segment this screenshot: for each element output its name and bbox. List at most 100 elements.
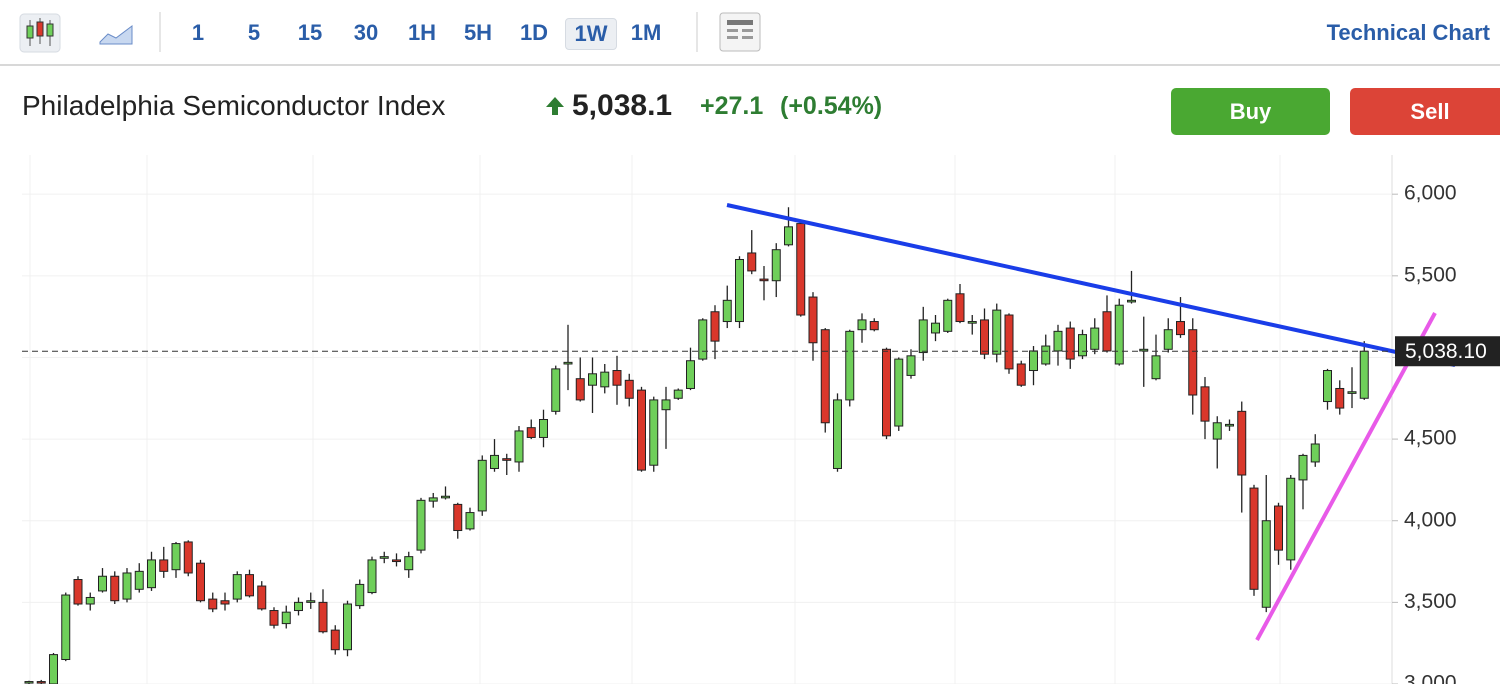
- candle-body: [588, 373, 597, 386]
- interval-button[interactable]: 5H: [463, 20, 493, 45]
- candle-body: [306, 600, 316, 603]
- candle-body: [110, 575, 120, 602]
- candle-body: [796, 223, 806, 316]
- candle-body: [918, 319, 928, 354]
- y-tick-label: 4,000: [1404, 508, 1457, 531]
- candle-body: [747, 252, 757, 272]
- candle-body: [36, 681, 46, 684]
- interval-button[interactable]: 1M: [630, 20, 662, 45]
- last-price-label: 5,038.10: [1405, 340, 1487, 363]
- candle-body: [49, 654, 58, 684]
- interval-button[interactable]: 1H: [407, 20, 437, 45]
- candle-body: [661, 399, 671, 411]
- candle-body: [220, 600, 230, 605]
- candle-body: [514, 430, 524, 463]
- candle-body: [1041, 345, 1051, 365]
- interval-button[interactable]: 1: [191, 20, 205, 45]
- buy-button[interactable]: Buy: [1171, 88, 1330, 135]
- candle-body: [1053, 330, 1063, 352]
- interval-button[interactable]: 15: [297, 20, 323, 45]
- change: +27.1: [700, 92, 764, 120]
- candle-body: [1114, 304, 1124, 365]
- candle-body: [906, 355, 916, 376]
- candle-body: [1029, 350, 1038, 372]
- index-name: Philadelphia Semiconductor Index: [22, 90, 446, 121]
- technical-chart-link[interactable]: Technical Chart: [1326, 20, 1490, 45]
- candle-body: [1298, 454, 1308, 481]
- candle-body: [355, 583, 365, 607]
- sell-button[interactable]: Sell: [1350, 88, 1500, 135]
- candle-body: [257, 585, 267, 610]
- candle-body: [894, 358, 904, 427]
- candle-body: [551, 368, 561, 412]
- candle-body: [98, 575, 107, 592]
- candle-body: [281, 611, 291, 625]
- candle-body: [673, 389, 683, 399]
- candle-body: [196, 562, 205, 602]
- candle-body: [526, 427, 536, 438]
- interval-button[interactable]: 5: [247, 20, 261, 45]
- candle-body: [1225, 423, 1234, 427]
- candle-body: [710, 311, 720, 342]
- candle-body: [771, 249, 781, 282]
- layout-icon-button[interactable]: [719, 12, 761, 52]
- candle-body: [85, 596, 95, 605]
- candle-body: [833, 399, 842, 469]
- candle-body: [857, 319, 867, 331]
- candle-body: [869, 321, 879, 331]
- price: 5,038.1: [572, 89, 673, 122]
- candle-body: [686, 360, 695, 389]
- candle-body: [294, 601, 303, 612]
- candle-body: [992, 309, 1002, 355]
- candle-body: [61, 594, 71, 661]
- candle-body: [722, 299, 732, 323]
- candle-body: [735, 258, 744, 323]
- trendline: [1255, 312, 1437, 641]
- candle-body: [759, 278, 769, 282]
- interval-button[interactable]: 30: [353, 20, 379, 45]
- candle-body: [453, 503, 463, 532]
- candle-body: [820, 329, 830, 424]
- candle-body: [1151, 355, 1161, 380]
- candle-body: [392, 559, 401, 563]
- candle-body: [1335, 387, 1345, 409]
- line-icon-button[interactable]: [99, 25, 133, 45]
- candle-body: [441, 495, 450, 499]
- interval-button[interactable]: 1W: [565, 18, 617, 50]
- candle-body: [882, 348, 891, 437]
- candle-body: [808, 296, 818, 344]
- candle-body: [465, 512, 475, 530]
- candle-body: [955, 293, 965, 323]
- candle-body: [1176, 321, 1185, 336]
- interval-button[interactable]: 1D: [519, 20, 549, 45]
- time-grid: [29, 155, 1281, 684]
- candle-body: [416, 499, 426, 551]
- candle-body: [428, 497, 438, 502]
- toolbar-icons: [19, 12, 761, 53]
- candle-body: [1286, 477, 1296, 561]
- candle-body: [1078, 334, 1087, 357]
- candle-body: [1212, 422, 1222, 440]
- candle-body: [318, 601, 328, 633]
- candles: [24, 207, 1369, 684]
- y-tick-label: 3,500: [1404, 590, 1457, 613]
- candle-body: [1200, 386, 1210, 422]
- candle-body: [1323, 370, 1332, 403]
- candle-body: [1188, 329, 1198, 396]
- candle-body: [171, 543, 181, 571]
- candle-body: [245, 574, 254, 597]
- candle-body: [539, 419, 548, 438]
- candle-body: [183, 541, 193, 574]
- candle-body: [1249, 487, 1259, 590]
- candle-body: [967, 321, 977, 324]
- trendline: [726, 203, 1456, 367]
- candle-body: [624, 379, 634, 399]
- candle-body: [343, 603, 352, 651]
- y-tick-label: 3,000: [1404, 672, 1457, 684]
- candle-body: [330, 629, 340, 651]
- change-percent: (+0.54%): [780, 92, 883, 120]
- candle-body: [600, 371, 610, 388]
- candle-body: [698, 319, 708, 360]
